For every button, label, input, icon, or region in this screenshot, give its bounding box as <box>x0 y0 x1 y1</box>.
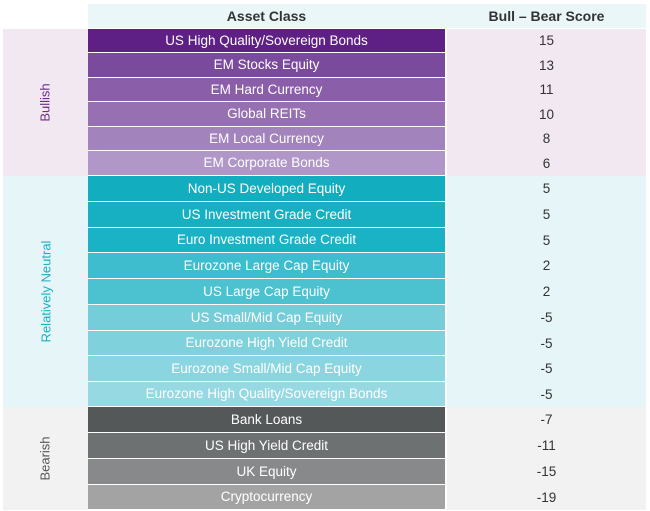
score-cell: 2 <box>542 284 551 299</box>
group-label-text: Relatively Neutral <box>38 240 53 343</box>
group-band <box>3 407 88 510</box>
score-cell: -5 <box>540 387 553 402</box>
group-label-text: Bearish <box>37 436 53 481</box>
asset-class-cell: US High Yield Credit <box>88 433 445 459</box>
asset-class-cell: Euro Investment Grade Credit <box>88 228 445 253</box>
asset-class-header: Asset Class <box>226 8 307 24</box>
asset-class-cell: EM Local Currency <box>88 127 445 151</box>
score-cell: 15 <box>538 33 555 48</box>
asset-class-cell: Eurozone Large Cap Equity <box>88 253 445 279</box>
group-label-text: Bullish <box>37 83 53 122</box>
group-band <box>3 29 88 176</box>
score-cell: -7 <box>540 412 553 427</box>
score-cell: 5 <box>542 181 551 196</box>
score-cell: -5 <box>540 361 553 376</box>
asset-class-cell: US High Quality/Sovereign Bonds <box>88 29 445 53</box>
score-cell: -15 <box>536 464 557 479</box>
score-cell: 5 <box>542 233 551 248</box>
asset-class-cell: EM Hard Currency <box>88 78 445 102</box>
asset-class-cell: Bank Loans <box>88 407 445 433</box>
score-cell: 10 <box>538 107 555 122</box>
asset-class-cell: Cryptocurrency <box>88 485 445 510</box>
score-cell: 6 <box>542 156 551 171</box>
group-band <box>3 176 88 407</box>
score-cell: 8 <box>542 131 551 146</box>
score-cell: 11 <box>539 82 554 97</box>
asset-class-cell: Eurozone High Yield Credit <box>88 331 445 356</box>
score-cell: 13 <box>538 58 555 73</box>
score-cell: -5 <box>540 336 553 351</box>
score-cell: 2 <box>542 258 551 273</box>
asset-class-cell: Non-US Developed Equity <box>88 176 445 202</box>
asset-class-cell: US Investment Grade Credit <box>88 202 445 228</box>
score-band <box>447 29 646 176</box>
score-cell: -5 <box>540 310 553 325</box>
asset-class-cell: Eurozone Small/Mid Cap Equity <box>88 356 445 382</box>
score-cell: 5 <box>542 207 551 222</box>
asset-class-cell: EM Stocks Equity <box>88 53 445 78</box>
asset-class-cell: UK Equity <box>88 459 445 485</box>
score-header: Bull – Bear Score <box>488 8 605 24</box>
table-header-row <box>88 4 646 28</box>
score-cell: -19 <box>536 490 557 505</box>
asset-class-cell: Eurozone High Quality/Sovereign Bonds <box>88 382 445 407</box>
score-band <box>447 176 646 407</box>
asset-class-cell: US Large Cap Equity <box>88 279 445 305</box>
score-cell: -11 <box>537 438 556 453</box>
score-band <box>447 407 646 510</box>
asset-class-cell: EM Corporate Bonds <box>88 151 445 176</box>
group-label: Bearish <box>3 407 88 510</box>
asset-class-cell: Global REITs <box>88 102 445 127</box>
asset-class-cell: US Small/Mid Cap Equity <box>88 305 445 331</box>
group-label: Relatively Neutral <box>3 176 88 407</box>
group-label: Bullish <box>3 29 88 176</box>
